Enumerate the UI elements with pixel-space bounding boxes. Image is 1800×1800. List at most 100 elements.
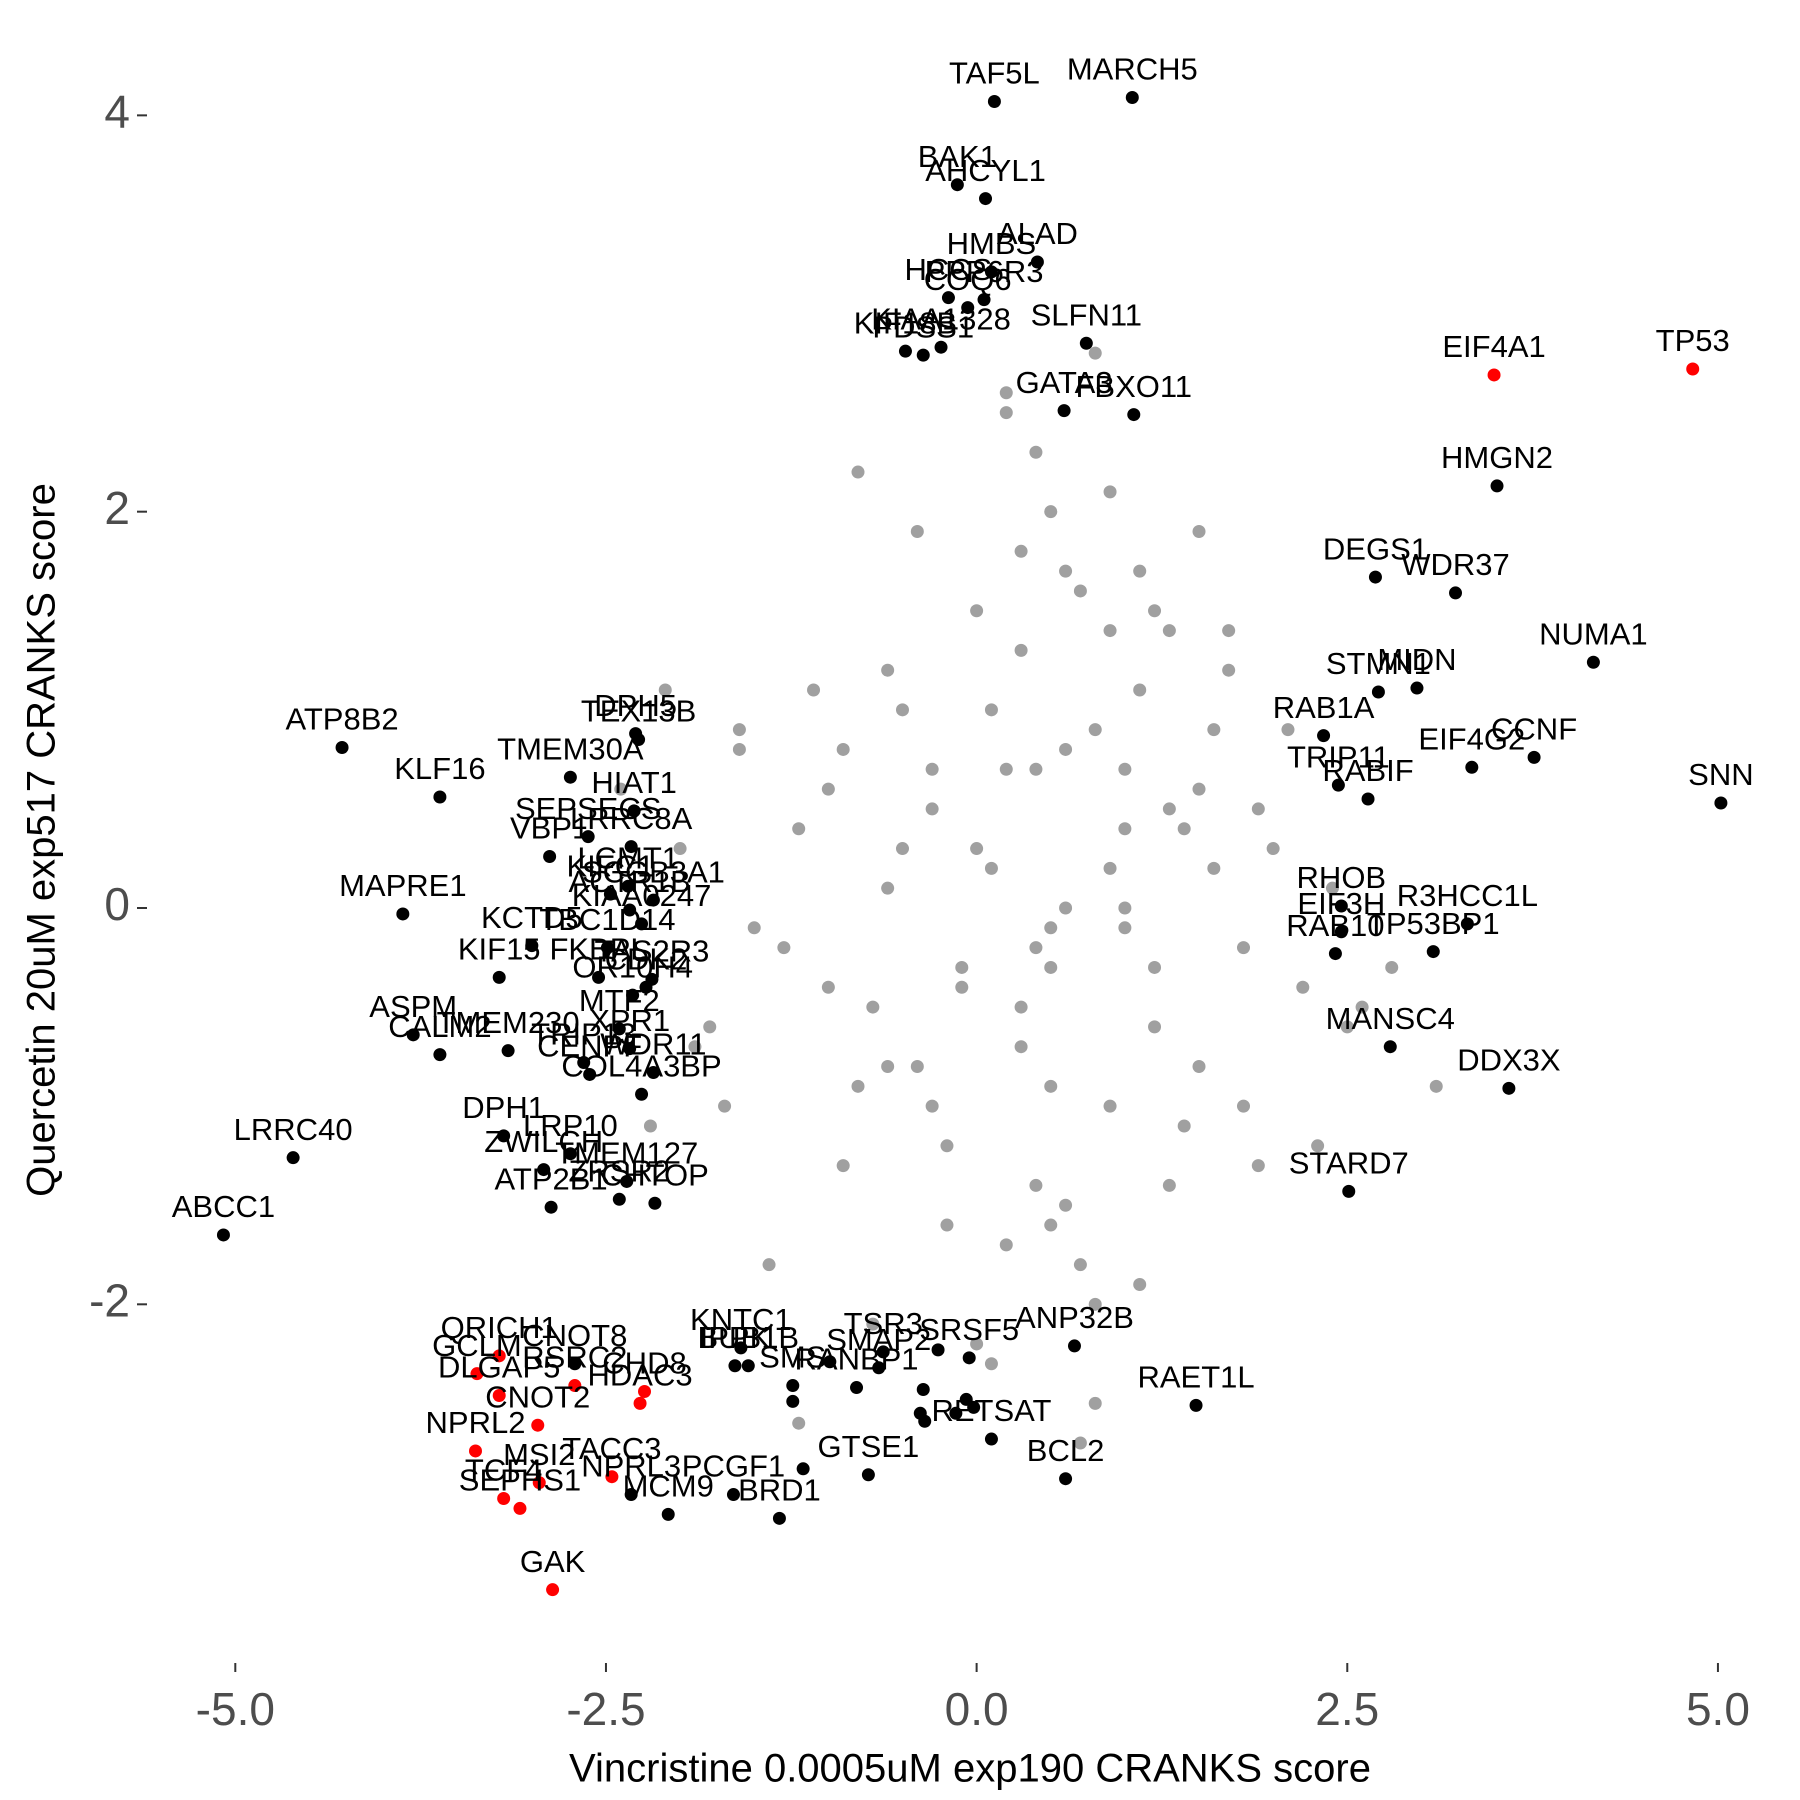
point xyxy=(1192,782,1206,796)
point xyxy=(732,742,746,756)
point-label: RHOB xyxy=(1297,860,1387,895)
point xyxy=(786,1394,800,1408)
point xyxy=(1073,584,1087,598)
point xyxy=(1127,408,1141,422)
point xyxy=(646,1065,660,1079)
point xyxy=(583,1067,597,1081)
point-label: XPR1 xyxy=(589,1003,670,1038)
point-label: DPH5 xyxy=(594,688,677,723)
point-label: ANP32B xyxy=(1015,1300,1134,1335)
point xyxy=(792,822,806,836)
point xyxy=(1317,729,1331,743)
point xyxy=(1162,802,1176,816)
point xyxy=(1059,1198,1073,1212)
point xyxy=(872,1361,886,1375)
point xyxy=(1527,750,1541,764)
point xyxy=(492,1349,506,1363)
point-label: SEPSECS xyxy=(515,791,661,826)
point xyxy=(624,840,638,854)
point-label: SRSF5 xyxy=(919,1312,1019,1347)
point xyxy=(1103,485,1117,499)
point xyxy=(563,770,577,784)
point xyxy=(1334,925,1348,939)
x-tick-label: -2.5 xyxy=(566,1683,645,1735)
point xyxy=(1125,91,1139,105)
point-label: HIAT1 xyxy=(591,765,677,800)
point-label: PPP6R3 xyxy=(925,254,1044,289)
point xyxy=(605,1470,619,1484)
point-label: RAB1A xyxy=(1273,690,1375,725)
point xyxy=(1465,760,1479,774)
point xyxy=(940,1139,954,1153)
point-label: TP53 xyxy=(1656,323,1730,358)
point xyxy=(732,723,746,737)
point-label: SMAP2 xyxy=(826,1322,931,1357)
point-label: HMBS xyxy=(947,226,1037,261)
point-label: TRIP13 xyxy=(531,1017,636,1052)
point xyxy=(786,1379,800,1393)
point xyxy=(1059,1472,1073,1486)
point xyxy=(1714,796,1728,810)
point-label: GCLM xyxy=(432,1328,522,1363)
point-label: ALAD xyxy=(997,216,1078,251)
point xyxy=(777,941,791,955)
point xyxy=(643,1119,657,1133)
point xyxy=(984,861,998,875)
point-label: RSRC2 xyxy=(522,1340,627,1375)
point xyxy=(1222,663,1236,677)
point xyxy=(1334,899,1348,913)
point-label: MTF2 xyxy=(579,983,660,1018)
point xyxy=(718,1099,732,1113)
point-label: GAK xyxy=(520,1544,586,1579)
point xyxy=(916,348,930,362)
point-label: STMN1 xyxy=(1326,646,1431,681)
point-label: CNOT2 xyxy=(485,1379,590,1414)
x-tick-label: 2.5 xyxy=(1315,1683,1379,1735)
point xyxy=(626,988,640,1002)
point xyxy=(970,842,984,856)
point xyxy=(1103,861,1117,875)
point-label: RAET1L xyxy=(1137,1360,1254,1395)
point xyxy=(851,465,865,479)
point xyxy=(1133,564,1147,578)
point xyxy=(1029,445,1043,459)
point-label: SNN xyxy=(1688,757,1753,792)
point-label: IPPK xyxy=(700,1320,771,1355)
point xyxy=(1368,570,1382,584)
point xyxy=(851,1079,865,1093)
y-tick-label: -2 xyxy=(89,1274,130,1326)
point xyxy=(1073,1436,1087,1450)
point xyxy=(1088,1396,1102,1410)
point-label: KNTC1 xyxy=(690,1302,792,1337)
point xyxy=(1067,1339,1081,1353)
point-label: EIF3H xyxy=(1297,886,1385,921)
point-label: TEX13B xyxy=(581,694,696,729)
point xyxy=(501,1044,515,1058)
point xyxy=(492,970,506,984)
point-label: CENPF xyxy=(537,1029,642,1064)
point xyxy=(648,1196,662,1210)
point xyxy=(1118,901,1132,915)
point xyxy=(1251,802,1265,816)
point xyxy=(970,1337,984,1351)
point xyxy=(396,907,410,921)
point-label: RABIF xyxy=(1322,753,1413,788)
point xyxy=(1189,1398,1203,1412)
point xyxy=(531,1418,545,1432)
point-label: TACC3 xyxy=(562,1431,661,1466)
point xyxy=(1426,945,1440,959)
point xyxy=(836,1159,850,1173)
point xyxy=(635,917,649,931)
point xyxy=(1177,1119,1191,1133)
point xyxy=(1490,479,1504,493)
point xyxy=(1586,655,1600,669)
point xyxy=(984,1432,998,1446)
point xyxy=(1044,921,1058,935)
point xyxy=(734,1341,748,1355)
point xyxy=(999,762,1013,776)
point xyxy=(1342,1184,1356,1198)
point xyxy=(688,1040,702,1054)
point xyxy=(546,1583,560,1597)
point xyxy=(984,1357,998,1371)
point xyxy=(1029,941,1043,955)
